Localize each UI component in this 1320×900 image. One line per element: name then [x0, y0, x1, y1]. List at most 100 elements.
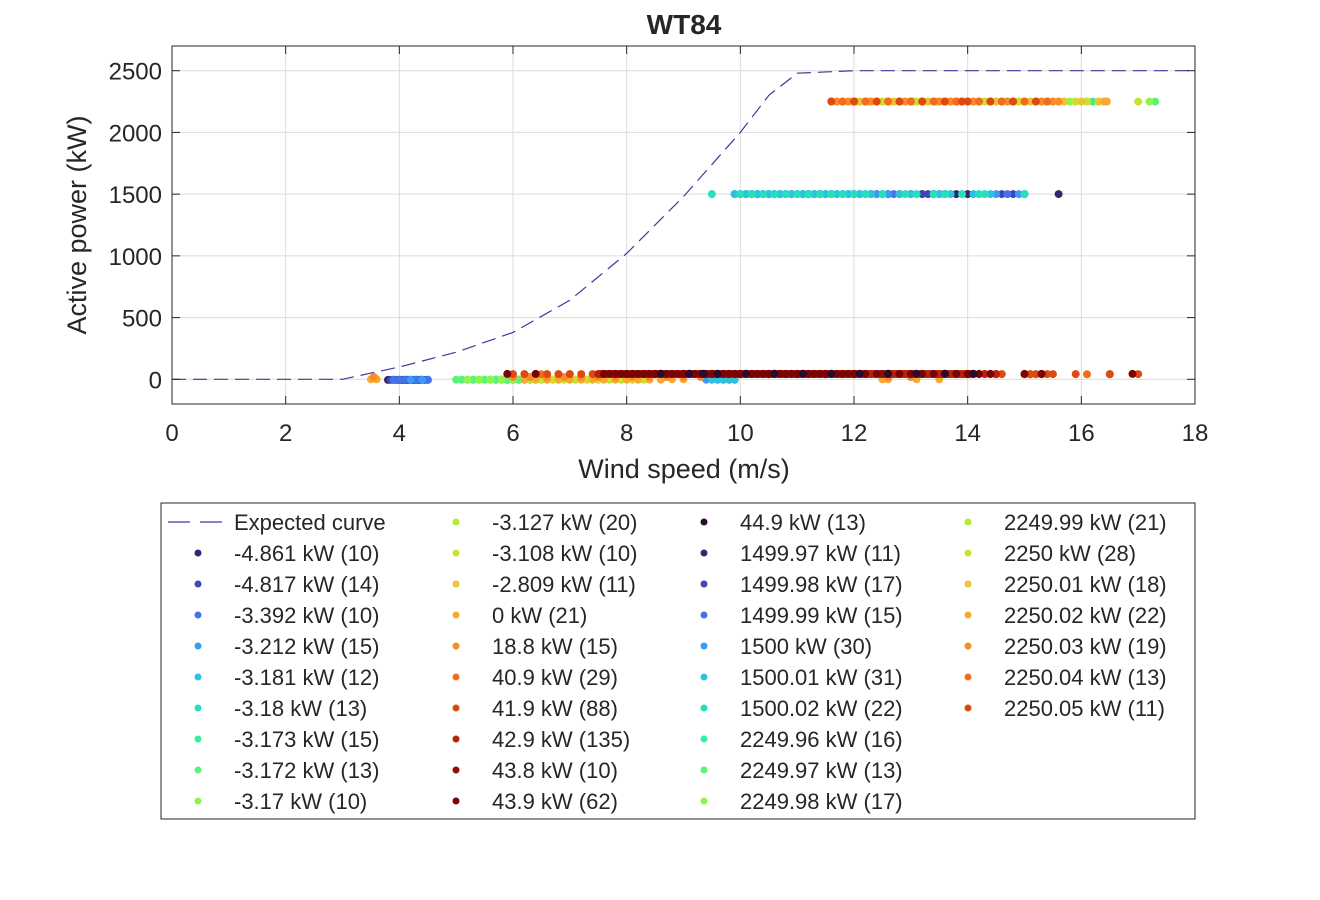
scatter-point	[850, 97, 858, 106]
scatter-point	[622, 369, 631, 378]
legend-swatch-marker	[194, 766, 202, 774]
legend-label: 1499.99 kW (15)	[740, 603, 903, 628]
scatter-point	[651, 369, 660, 378]
y-tick-label: 2000	[109, 120, 162, 147]
scatter-point	[565, 370, 574, 379]
scatter-point	[906, 190, 915, 199]
scatter-point	[645, 369, 654, 378]
scatter-point	[997, 190, 1006, 199]
scatter-point	[872, 190, 881, 199]
scatter-point	[969, 369, 978, 378]
legend-swatch-marker	[700, 642, 708, 650]
scatter-point	[1054, 97, 1063, 106]
scatter-point	[815, 190, 824, 199]
legend-swatch-marker	[964, 611, 972, 619]
x-tick-label: 12	[841, 420, 868, 447]
scatter-point	[1043, 97, 1052, 106]
legend-entry: -3.392 kW (10)	[194, 603, 380, 628]
legend-label: 2250.01 kW (18)	[1004, 572, 1167, 597]
scatter-point	[1134, 97, 1143, 106]
legend-entry: 1499.99 kW (15)	[700, 603, 903, 628]
legend-label: -2.809 kW (11)	[492, 572, 636, 597]
scatter-point	[707, 190, 716, 199]
scatter-point	[463, 375, 472, 384]
legend-label: -3.108 kW (10)	[492, 541, 638, 566]
legend-label: -3.392 kW (10)	[234, 603, 380, 628]
scatter-point	[753, 369, 762, 378]
legend-entry: 18.8 kW (15)	[452, 634, 618, 659]
legend-entry: 1500 kW (30)	[700, 634, 872, 659]
scatter-point	[1077, 97, 1086, 106]
legend-swatch-marker	[700, 673, 708, 681]
legend-entry: 2250.04 kW (13)	[964, 665, 1167, 690]
scatter-point	[480, 375, 489, 384]
scatter-point	[639, 369, 648, 378]
scatter-point	[958, 97, 966, 106]
scatter-series	[707, 190, 1029, 199]
legend-entry: 2250 kW (28)	[964, 541, 1136, 566]
scatter-point	[770, 190, 779, 199]
scatter-point	[969, 97, 978, 106]
scatter-point	[690, 369, 699, 378]
scatter-point	[1031, 370, 1040, 379]
scatter-point	[764, 190, 773, 199]
scatter-point	[975, 97, 983, 106]
legend-label: 2249.97 kW (13)	[740, 758, 903, 783]
scatter-point	[912, 369, 921, 378]
scatter-point	[369, 373, 378, 381]
scatter-point	[1009, 97, 1018, 106]
scatter-point	[946, 190, 955, 199]
scatter-point	[599, 369, 608, 378]
scatter-point	[577, 370, 586, 379]
legend-label: 1500.01 kW (31)	[740, 665, 903, 690]
legend-swatch-marker	[964, 549, 972, 557]
legend-entry: -3.181 kW (12)	[194, 665, 380, 690]
scatter-point	[838, 97, 847, 106]
scatter-point	[662, 369, 671, 378]
x-tick-label: 6	[506, 420, 519, 447]
scatter-point	[787, 369, 796, 378]
scatter-point	[1083, 97, 1091, 106]
legend-entry: 43.8 kW (10)	[452, 758, 618, 783]
scatter-point	[992, 190, 1001, 199]
legend-entry: 2249.96 kW (16)	[700, 727, 903, 752]
scatter-point	[1083, 370, 1091, 379]
legend-swatch-marker	[700, 797, 708, 805]
scatter-point	[844, 97, 853, 106]
legend-swatch-marker	[452, 611, 460, 619]
scatter-point	[878, 190, 887, 199]
scatter-point	[605, 369, 614, 378]
legend-entry: -4.817 kW (14)	[194, 572, 380, 597]
legend-label: 2250.04 kW (13)	[1004, 665, 1167, 690]
scatter-point	[997, 370, 1006, 379]
legend-entry: 1500.02 kW (22)	[700, 696, 903, 721]
scatter-point	[730, 190, 739, 199]
legend-swatch-marker	[194, 673, 202, 681]
y-tick-label: 1500	[109, 182, 162, 209]
x-tick-label: 16	[1068, 420, 1095, 447]
legend-swatch-marker	[194, 735, 202, 743]
scatter-point	[389, 375, 398, 384]
legend-swatch-marker	[194, 642, 202, 650]
scatter-point	[884, 190, 893, 199]
y-axis-label: Active power (kW)	[62, 115, 92, 334]
legend-label: Expected curve	[234, 510, 386, 535]
scatter-point	[1048, 97, 1057, 106]
legend-entry: 2250.02 kW (22)	[964, 603, 1167, 628]
scatter-point	[986, 369, 995, 378]
scatter-point	[503, 369, 512, 378]
scatter-point	[918, 97, 927, 106]
legend-label: 18.8 kW (15)	[492, 634, 618, 659]
scatter-point	[946, 97, 955, 106]
legend-entry: -2.809 kW (11)	[452, 572, 636, 597]
scatter-point	[850, 369, 858, 378]
legend-label: 1499.97 kW (11)	[740, 541, 901, 566]
legend-swatch-marker	[452, 766, 460, 774]
scatter-point	[537, 370, 546, 379]
legend-swatch-marker	[452, 673, 460, 681]
legend-label: 43.9 kW (62)	[492, 789, 618, 814]
scatter-point	[855, 369, 864, 378]
scatter-point	[764, 369, 773, 378]
scatter-point	[1026, 97, 1035, 106]
scatter-point	[861, 97, 870, 106]
